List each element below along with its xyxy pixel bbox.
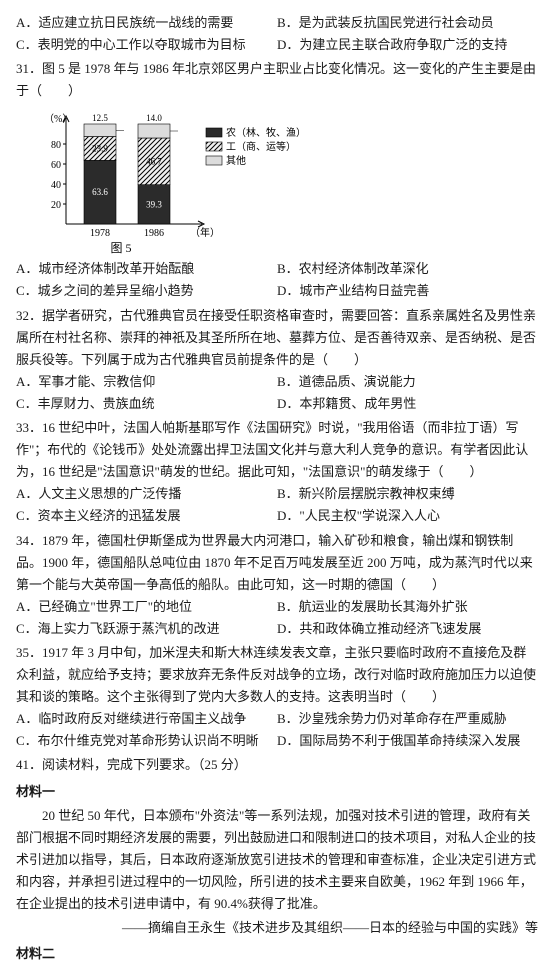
q34-options: A．已经确立"世界工厂"的地位 B．航运业的发展助长其海外扩张 C．海上实力飞跃…: [16, 596, 538, 640]
svg-text:1978: 1978: [90, 228, 110, 239]
q32-stem: 32．据学者研究，古代雅典官员在接受任职资格审查时，需要回答：直系亲属姓名及男性…: [16, 305, 538, 371]
q31-chart: 80 60 40 20 （%） 63.6 23.9 12.5 1978 39.3 46.7 14.0 1…: [16, 102, 538, 258]
svg-text:14.0: 14.0: [146, 113, 162, 123]
svg-text:20: 20: [51, 200, 61, 211]
q33-optD: D．"人民主权"学说深入人心: [277, 505, 538, 527]
material1-title: 材料一: [16, 781, 538, 803]
q32-optB: B．道德品质、演说能力: [277, 371, 538, 393]
q32-optC: C．丰厚财力、贵族血统: [16, 393, 277, 415]
material1-body: 20 世纪 50 年代，日本颁布"外资法"等一系列法规，加强对技术引进的管理，政…: [16, 805, 538, 915]
q30-options: A．适应建立抗日民族统一战线的需要 B．是为武装反抗国民党进行社会动员 C．表明…: [16, 12, 538, 56]
q31-options: A．城市经济体制改革开始酝酿 B．农村经济体制改革深化 C．城乡之间的差异呈缩小…: [16, 258, 538, 302]
q35-options: A．临时政府反对继续进行帝国主义战争 B．沙皇残余势力仍对革命存在严重威胁 C．…: [16, 708, 538, 752]
q32-optA: A．军事才能、宗教信仰: [16, 371, 277, 393]
svg-text:12.5: 12.5: [92, 113, 108, 123]
q30-optB: B．是为武装反抗国民党进行社会动员: [277, 12, 538, 34]
q33-options: A．人文主义思想的广泛传播 B．新兴阶层摆脱宗教神权束缚 C．资本主义经济的迅猛…: [16, 483, 538, 527]
svg-text:80: 80: [51, 140, 61, 151]
q31-optC: C．城乡之间的差异呈缩小趋势: [16, 280, 277, 302]
material2-title: 材料二: [16, 943, 538, 965]
svg-text:46.7: 46.7: [146, 157, 162, 167]
q35-optA: A．临时政府反对继续进行帝国主义战争: [16, 708, 277, 730]
q32-optD: D．本邦籍贯、成年男性: [277, 393, 538, 415]
svg-text:其他: 其他: [226, 154, 246, 167]
q33-optB: B．新兴阶层摆脱宗教神权束缚: [277, 483, 538, 505]
svg-text:40: 40: [51, 180, 61, 191]
q35-optB: B．沙皇残余势力仍对革命存在严重威胁: [277, 708, 538, 730]
material1-source: ——摘编自王永生《技术进步及其组织——日本的经验与中国的实践》等: [16, 917, 538, 939]
q30-optC: C．表明党的中心工作以夺取城市为目标: [16, 34, 277, 56]
q31-optA: A．城市经济体制改革开始酝酿: [16, 258, 277, 280]
q31-stem: 31．图 5 是 1978 年与 1986 年北京郊区男户主职业占比变化情况。这…: [16, 58, 538, 102]
svg-text:农（林、牧、渔）: 农（林、牧、渔）: [226, 126, 304, 139]
svg-text:（年）: （年）: [190, 226, 220, 239]
svg-text:63.6: 63.6: [92, 188, 108, 198]
q34-optB: B．航运业的发展助长其海外扩张: [277, 596, 538, 618]
svg-text:工（商、运等）: 工（商、运等）: [226, 140, 296, 153]
bar-chart: 80 60 40 20 （%） 63.6 23.9 12.5 1978 39.3 46.7 14.0 1…: [34, 106, 304, 256]
q34-stem: 34．1879 年，德国杜伊斯堡成为世界最大内河港口，输入矿砂和粮食，输出煤和钢…: [16, 530, 538, 596]
q31-optB: B．农村经济体制改革深化: [277, 258, 538, 280]
q35-stem: 35．1917 年 3 月中旬，加米涅夫和斯大林连续发表文章，主张只要临时政府不…: [16, 642, 538, 708]
q32-options: A．军事才能、宗教信仰 B．道德品质、演说能力 C．丰厚财力、贵族血统 D．本邦…: [16, 371, 538, 415]
q30-optD: D．为建立民主联合政府争取广泛的支持: [277, 34, 538, 56]
svg-text:60: 60: [51, 160, 61, 171]
svg-text:23.9: 23.9: [92, 144, 108, 154]
svg-text:39.3: 39.3: [146, 200, 162, 210]
svg-text:图 5: 图 5: [110, 241, 131, 255]
q35-optD: D．国际局势不利于俄国革命持续深入发展: [277, 730, 538, 752]
q33-optA: A．人文主义思想的广泛传播: [16, 483, 277, 505]
q34-optC: C．海上实力飞跃源于蒸汽机的改进: [16, 618, 277, 640]
q30-optA: A．适应建立抗日民族统一战线的需要: [16, 12, 277, 34]
q33-stem: 33．16 世纪中叶，法国人帕斯基耶写作《法国研究》时说，"我用俗语（而非拉丁语…: [16, 417, 538, 483]
q34-optD: D．共和政体确立推动经济飞速发展: [277, 618, 538, 640]
q35-optC: C．布尔什维克党对革命形势认识尚不明晰: [16, 730, 277, 752]
q31-optD: D．城市产业结构日益完善: [277, 280, 538, 302]
svg-text:（%）: （%）: [44, 113, 72, 125]
q34-optA: A．已经确立"世界工厂"的地位: [16, 596, 277, 618]
svg-text:1986: 1986: [144, 228, 164, 239]
q33-optC: C．资本主义经济的迅猛发展: [16, 505, 277, 527]
